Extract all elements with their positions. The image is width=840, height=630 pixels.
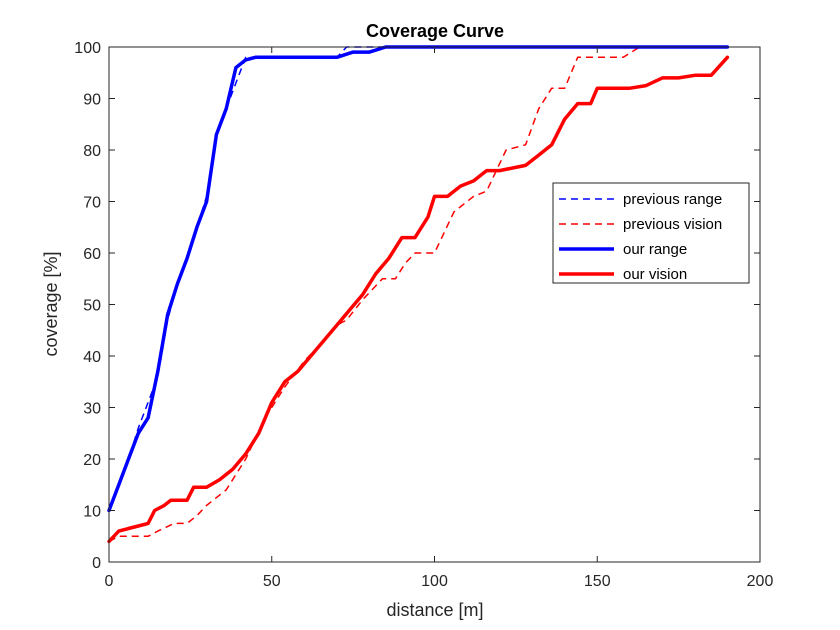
x-tick-label: 150 [584, 573, 611, 590]
ticks-layer: 0 50 100 150 200 0 10 20 30 40 50 60 70 80 90 100 [74, 40, 773, 590]
legend-entries: previous range previous vision our range ou… [559, 191, 722, 283]
x-tick-label: 0 [105, 573, 114, 590]
y-tick-label: 100 [74, 40, 101, 57]
y-tick-label: 90 [83, 92, 101, 109]
y-tick-label: 30 [83, 401, 101, 418]
y-tick-label: 10 [83, 504, 101, 521]
legend-label-our-vision: our vision [623, 266, 687, 283]
series-line-our-vision [107, 55, 730, 544]
x-tick-label: 100 [421, 573, 448, 590]
y-tick-label: 40 [83, 349, 101, 366]
y-tick-label: 60 [83, 246, 101, 263]
y-axis-label: coverage [%] [41, 251, 61, 356]
x-tick-label: 200 [747, 573, 774, 590]
y-tick-label: 50 [83, 298, 101, 315]
legend: previous range previous vision our range ou… [552, 182, 750, 284]
y-tick-label: 80 [83, 143, 101, 160]
series-line-previous-vision [108, 46, 728, 543]
legend-label-previous-vision: previous vision [623, 216, 722, 233]
y-tick-label: 70 [83, 195, 101, 212]
legend-label-previous-range: previous range [623, 191, 722, 208]
x-tick-label: 50 [263, 573, 281, 590]
y-tick-label: 0 [92, 555, 101, 572]
legend-label-our-range: our range [623, 241, 687, 258]
x-axis-label: distance [m] [386, 600, 483, 620]
chart-title: Coverage Curve [366, 21, 504, 41]
y-tick-label: 20 [83, 452, 101, 469]
